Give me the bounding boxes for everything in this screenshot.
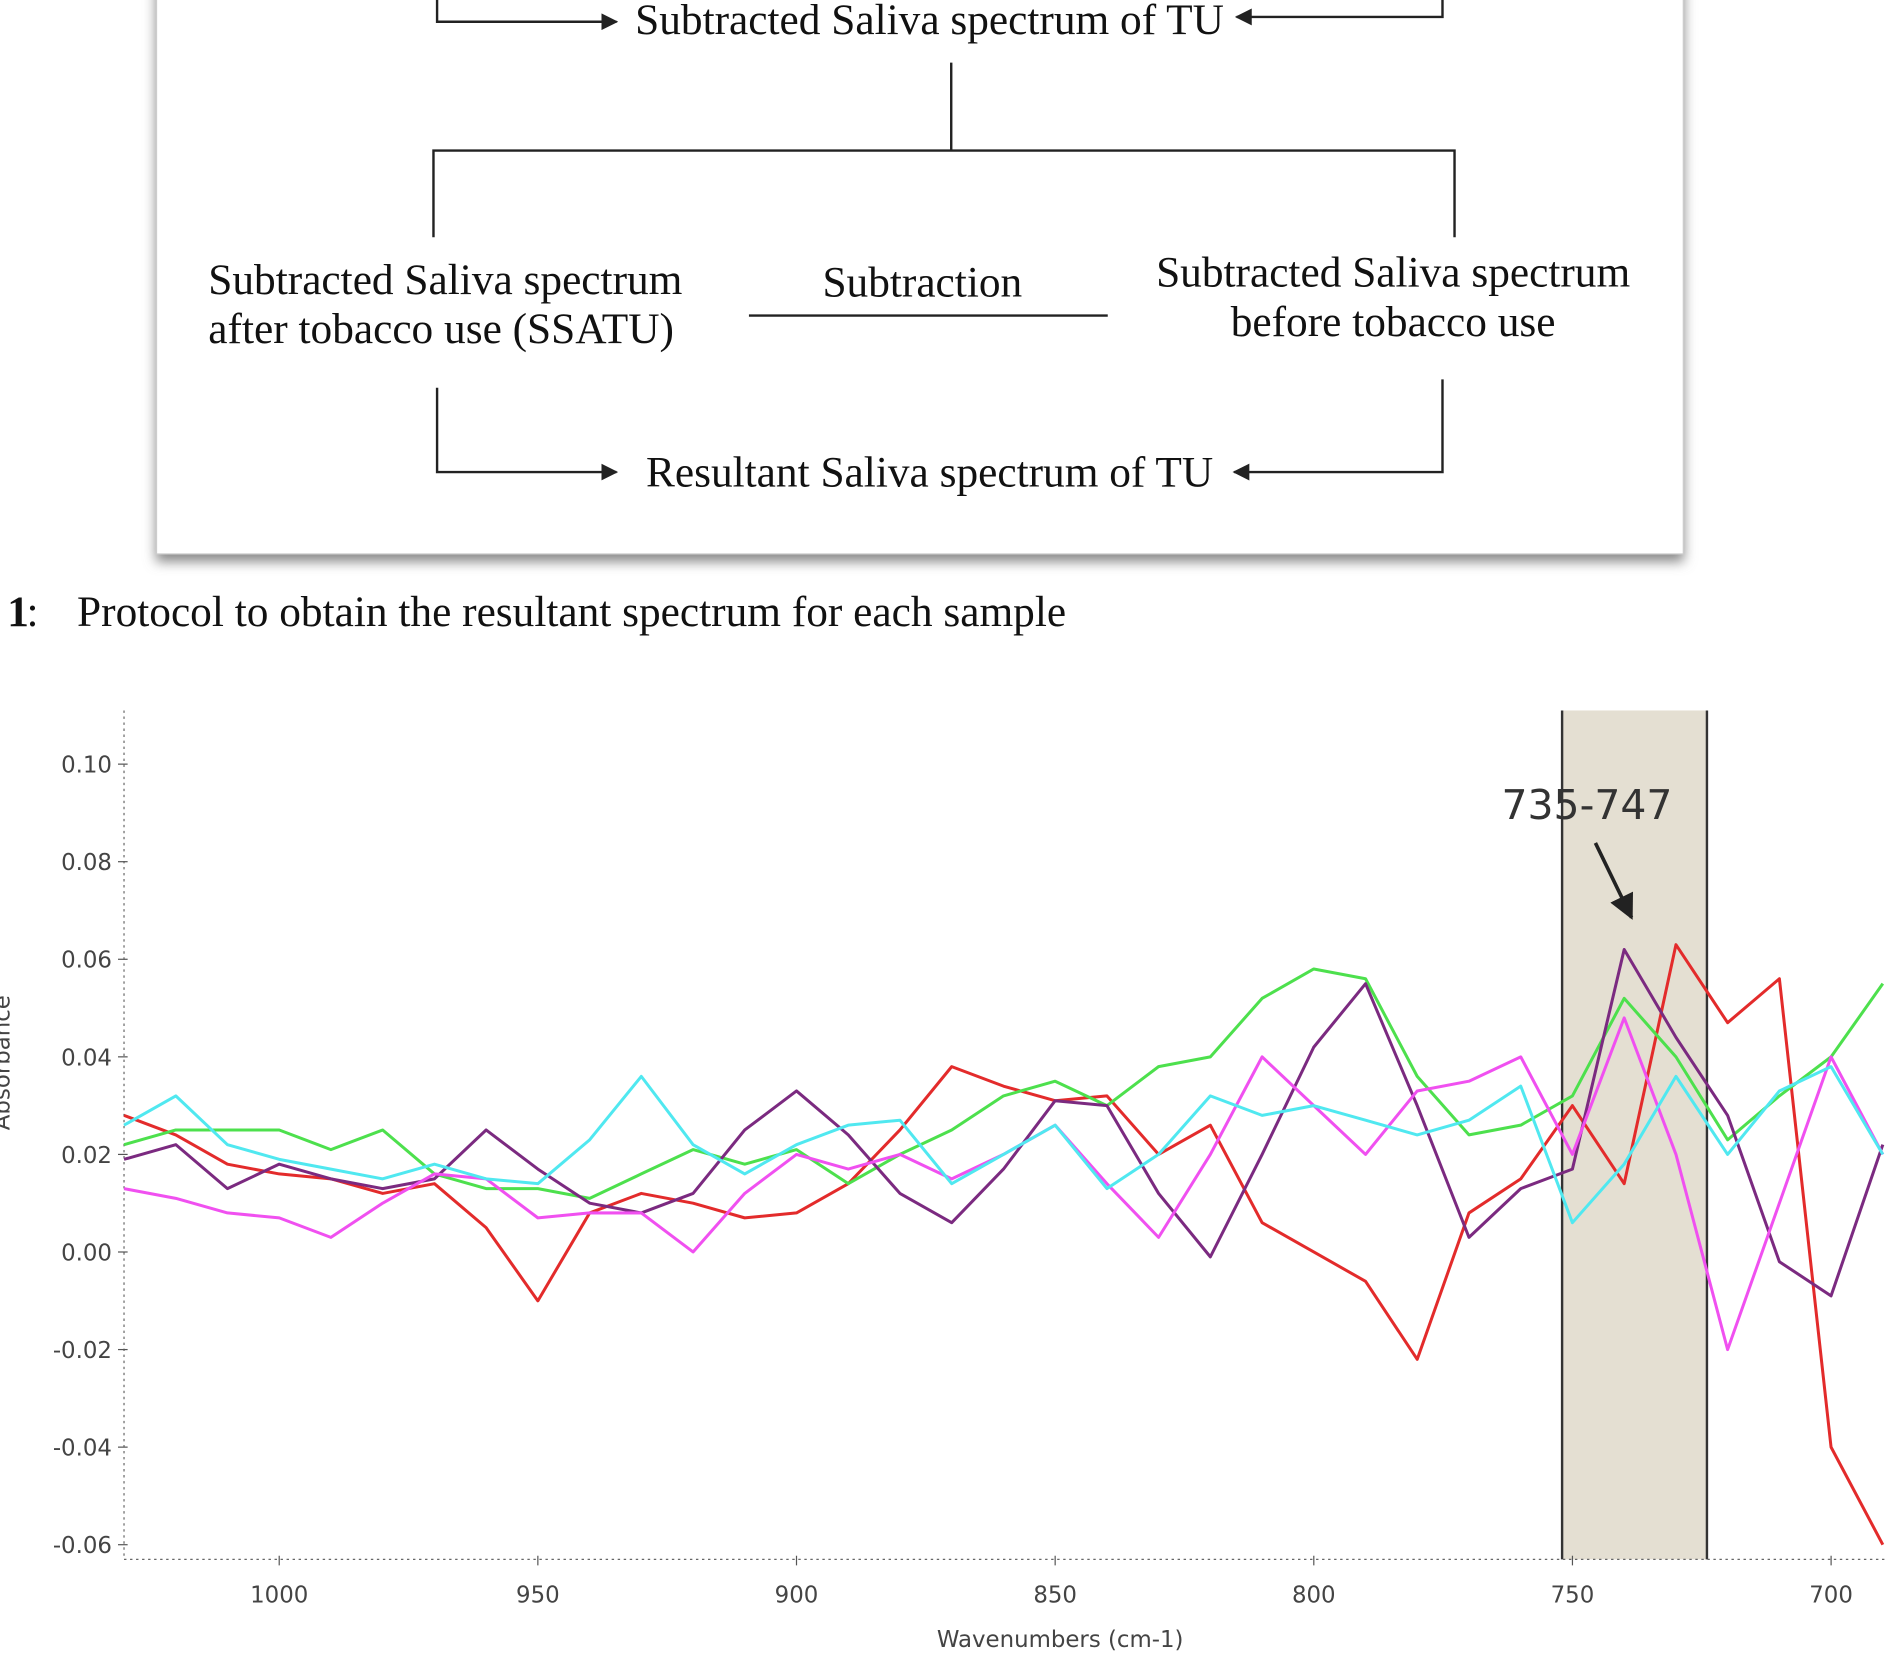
arrow (435, 387, 619, 481)
left-box-line: after tobacco use (SSATU) (208, 305, 674, 353)
x-tick-label: 950 (516, 1583, 560, 1609)
series-line (123, 1065, 1885, 1225)
x-tick-label: 800 (1292, 1583, 1336, 1609)
x-axis-label: Wavenumbers (cm-1) (937, 1627, 1184, 1653)
y-tick-label: 0.10 (61, 753, 112, 779)
y-tick-label: -0.06 (53, 1533, 112, 1559)
x-tick-label: 850 (1033, 1583, 1077, 1609)
x-tick-label: 900 (775, 1583, 819, 1609)
arrow (1234, 0, 1444, 26)
x-tick-label: 1000 (250, 1583, 308, 1609)
top-result: Subtracted Saliva spectrum of TU (635, 0, 1224, 44)
diagram: Subtracted Saliva spectrum of TU Subtrac… (155, 0, 1684, 555)
chart: 0.10 0.08 0.06 0.04 0.02 0.00 -0.02 -0.04 -0.06 1… (0, 710, 1888, 1653)
y-tick-label: 0.06 (61, 948, 112, 974)
x-tick-label: 700 (1809, 1583, 1853, 1609)
y-tick-label: 0.02 (61, 1143, 112, 1169)
y-tick-label: 0.00 (61, 1240, 112, 1266)
bottom-result: Resultant Saliva spectrum of TU (646, 449, 1213, 497)
x-tick-label: 750 (1551, 1583, 1595, 1609)
caption-separator: : (26, 588, 38, 636)
arrow (1232, 379, 1444, 481)
series-line (123, 943, 1885, 1546)
y-axis-label: Absorbance (0, 995, 16, 1130)
right-box-line: Subtracted Saliva spectrum (1156, 249, 1630, 297)
annotation: 735-747 (1501, 781, 1672, 829)
diagram-box (155, 0, 1684, 555)
arrow (435, 0, 619, 31)
y-tick-label: -0.02 (53, 1338, 112, 1364)
y-tick-label: 0.08 (61, 850, 112, 876)
connector (432, 62, 1456, 238)
right-box-line: before tobacco use (1231, 298, 1556, 346)
series-line (123, 967, 1885, 1200)
annotation-arrow (1593, 842, 1634, 920)
operation: Subtraction (822, 258, 1022, 306)
caption-number: 1 (7, 588, 29, 636)
y-tick-label: -0.04 (53, 1436, 112, 1462)
caption-text: Protocol to obtain the resultant spectru… (77, 588, 1066, 636)
left-box-line: Subtracted Saliva spectrum (208, 256, 682, 304)
y-tick-label: 0.04 (61, 1045, 112, 1071)
